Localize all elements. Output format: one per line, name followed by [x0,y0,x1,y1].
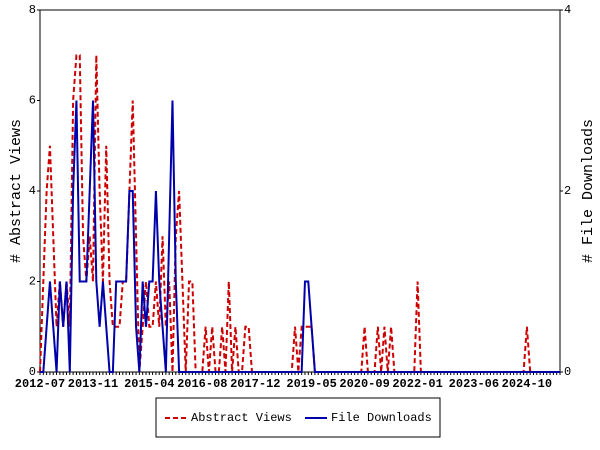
y-tick-label: 8 [29,3,36,17]
legend-label: Abstract Views [191,411,292,425]
x-tick-label: 2019-05 [286,377,336,391]
x-tick-label: 2020-09 [339,377,389,391]
y2-tick-label: 0 [564,365,571,379]
y-tick-label: 4 [29,184,36,198]
y-tick-label: 6 [29,94,36,108]
x-tick-label: 2017-12 [230,377,280,391]
x-tick-label: 2024-10 [502,377,552,391]
x-tick-label: 2016-08 [177,377,227,391]
legend-label: File Downloads [331,411,432,425]
y2-tick-label: 4 [564,3,571,17]
series-line [40,100,560,373]
y-tick-label: 2 [29,275,36,289]
plot-frame [39,9,561,373]
y2-axis-label: # File Downloads [580,119,597,263]
y-axis-label: # Abstract Views [8,119,25,263]
x-tick-label: 2023-06 [449,377,499,391]
y2-tick-label: 2 [564,184,571,198]
x-tick-label: 2022-01 [392,377,442,391]
y-tick-label: 0 [29,365,36,379]
x-tick-label: 2015-04 [124,377,174,391]
series-line [39,54,560,373]
legend [155,397,441,438]
x-tick-label: 2013-11 [68,377,118,391]
x-tick-label: 2012-07 [15,377,65,391]
